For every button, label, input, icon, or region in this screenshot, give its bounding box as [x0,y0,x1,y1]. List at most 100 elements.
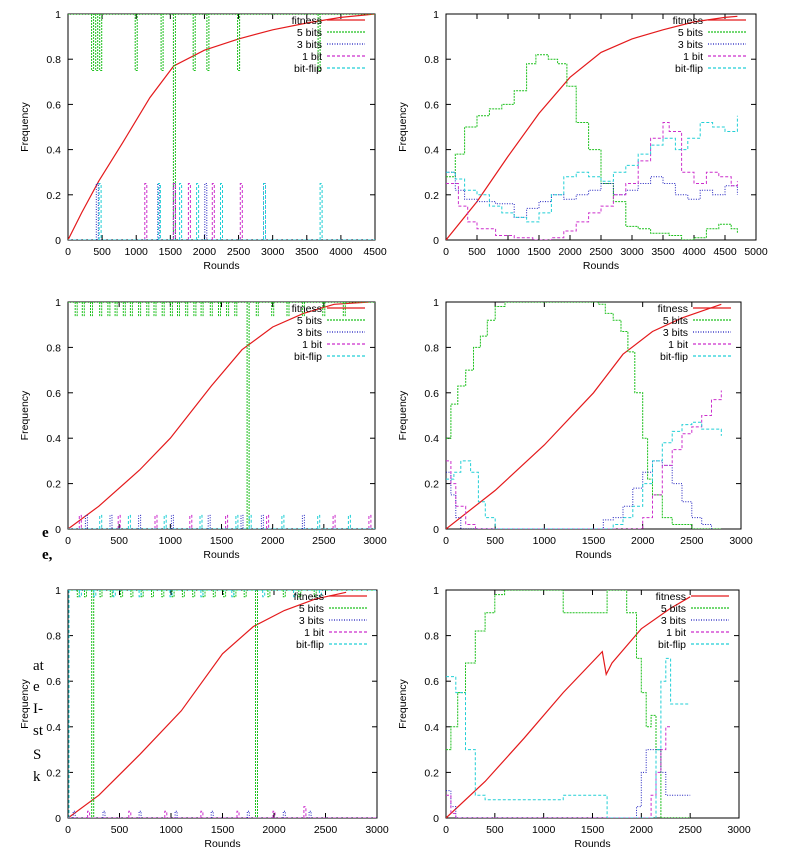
y-axis-label: Frequency [19,390,31,440]
legend-label: 3 bits [297,327,322,339]
y-tick-label: 1 [433,9,439,21]
legend-label: 1 bit [302,51,322,63]
x-axis-label: Rounds [204,838,240,850]
series-line-fitness [446,596,691,818]
series-spike-3-bits [260,514,264,529]
y-tick-label: 0.2 [424,190,439,202]
y-tick-label: 0.6 [46,676,61,688]
series-spike-1-bit [239,183,243,240]
y-tick-label: 0.8 [46,342,61,354]
series-line-1-bit [446,122,738,240]
y-axis-label: Frequency [397,678,409,728]
y-tick-label: 1 [55,9,61,21]
series-spike-5-bits [317,14,321,71]
series-spike-3-bits [95,183,99,240]
x-tick-label: 3500 [651,246,675,258]
y-tick-label: 0.2 [424,479,439,491]
series-spike-1-bit [368,514,372,529]
x-tick-label: 0 [65,246,71,258]
series-spike-1-bit [187,183,191,240]
series-spike-5-bits [138,302,142,317]
x-tick-label: 4000 [682,246,706,258]
background-text-fragment: at [33,658,45,674]
series-spike-5-bits [172,14,176,240]
series-spike-bit-flip [293,590,297,598]
x-tick-label: 1000 [496,246,520,258]
x-tick-label: 500 [110,535,128,547]
series-spike-bit-flip [138,590,142,598]
x-tick-label: 0 [443,246,449,258]
legend-label: fitness [292,303,322,315]
series-spike-3-bits [157,183,161,240]
x-tick-label: 3000 [363,535,387,547]
series-line-5-bits [446,590,691,818]
series-spike-3-bits [204,183,208,240]
y-tick-label: 0.4 [46,722,61,734]
x-axis-label: Rounds [574,838,610,850]
series-spike-bit-flip [347,514,351,529]
y-tick-label: 1 [433,297,439,309]
legend-label: 3 bits [678,39,703,51]
x-tick-label: 1500 [582,535,606,547]
x-tick-label: 3000 [261,246,285,258]
x-tick-label: 2500 [314,824,338,836]
series-spike-5-bits [160,14,164,71]
y-tick-label: 0.2 [46,190,61,202]
y-tick-label: 0.2 [46,479,61,491]
chart-panel-6: 0 500 1000 1500 2000 2500 3000 0 0.2 0.4 0.6 0.8 1 Ro… [397,585,751,850]
series-spike-5-bits [90,302,93,317]
y-axis-label: Frequency [397,101,409,151]
y-tick-label: 0.4 [46,433,61,445]
series-spike-1-bit [87,810,91,818]
series-group [68,302,375,529]
legend-label: 5 bits [663,315,688,327]
series-line-bit-flip [446,657,691,818]
legend-label: 5 bits [297,315,322,327]
y-tick-label: 0 [433,235,439,247]
x-tick-label: 1000 [159,535,183,547]
y-tick-label: 0 [55,524,61,536]
legend-label: 3 bits [661,615,686,627]
series-spike-5-bits [267,590,271,598]
series-group [68,590,377,818]
series-spike-5-bits [161,590,165,598]
legend-label: bit-flip [660,351,688,363]
chart-panel-3: 0 500 1000 1500 2000 2500 3000 0 0.2 0.4 0.6 0.8 1 Ro… [19,297,387,561]
legend-label: fitness [658,303,688,315]
y-tick-label: 0.8 [424,342,439,354]
series-spike-5-bits [161,302,165,317]
series-line-fitness [446,15,738,240]
series-spike-5-bits [255,302,259,317]
x-tick-label: 1500 [527,246,551,258]
legend-label: fitness [294,591,324,603]
series-spike-5-bits [313,590,317,598]
series-spike-5-bits [134,14,138,71]
plot-frame [445,589,740,819]
series-spike-3-bits [138,514,142,529]
series-spike-3-bits [109,514,113,529]
series-spike-5-bits [153,302,157,317]
y-tick-label: 1 [55,297,61,309]
series-spike-5-bits [237,14,241,71]
series-spike-1-bit [266,514,270,529]
series-spike-5-bits [169,302,173,317]
series-line-1-bit [446,726,671,818]
series-spike-1-bit [154,514,158,529]
series-spike-5-bits [200,302,204,317]
background-text-fragment: e [42,525,49,541]
series-spike-5-bits [271,302,275,317]
x-tick-label: 500 [111,824,129,836]
x-tick-label: 5000 [744,246,768,258]
series-spike-bit-flip [78,590,82,598]
series-line-3-bits [446,171,738,218]
x-tick-label: 3000 [727,824,751,836]
series-line-fitness [68,302,370,529]
series-spike-5-bits [122,302,126,317]
series-spike-bit-flip [179,183,183,240]
x-tick-label: 500 [468,246,486,258]
series-line-fitness [68,591,347,818]
legend-label: 3 bits [299,615,324,627]
legend-label: fitness [673,15,703,27]
